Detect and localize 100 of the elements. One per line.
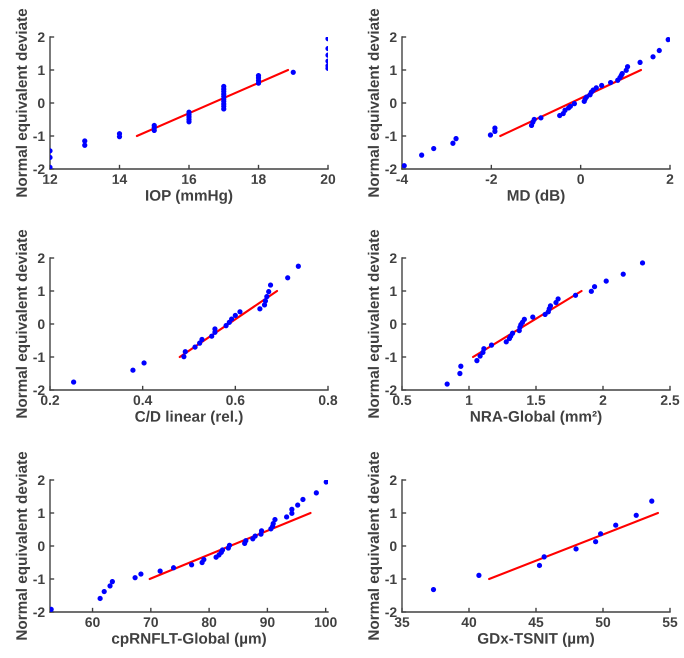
x-tick-label: 2.5 xyxy=(660,395,680,406)
point xyxy=(598,531,604,536)
point xyxy=(314,490,319,496)
y-axis-title: Normal equivalent deviate xyxy=(16,452,30,640)
y-tick-label: 1 xyxy=(390,65,397,76)
x-tick-label: 55 xyxy=(662,617,678,628)
y-tick-label: -1 xyxy=(33,352,45,362)
point xyxy=(510,330,516,336)
y-tick-label: 2 xyxy=(38,475,45,486)
point xyxy=(488,132,494,138)
point xyxy=(252,534,258,539)
point xyxy=(640,260,646,266)
point xyxy=(192,344,198,350)
point xyxy=(289,506,294,512)
point xyxy=(532,116,537,122)
point xyxy=(272,517,278,522)
point xyxy=(450,140,456,146)
x-tick-label: 12 xyxy=(43,174,58,184)
point xyxy=(182,349,188,354)
y-tick-label: 2 xyxy=(38,253,45,264)
point xyxy=(181,354,186,360)
x-tick-label: -2 xyxy=(486,174,497,184)
y-tick-label: 0 xyxy=(38,541,45,552)
x-tick-label: 100 xyxy=(314,617,337,628)
x-tick-label: 50 xyxy=(596,617,610,628)
y-tick-label: 0 xyxy=(390,541,397,552)
point xyxy=(220,547,226,553)
point xyxy=(666,37,670,42)
point xyxy=(266,289,272,294)
point xyxy=(324,480,328,485)
point xyxy=(170,565,176,570)
x-tick-label: 0 xyxy=(577,174,584,184)
x-tick-label: 45 xyxy=(528,617,544,628)
point xyxy=(110,579,115,584)
y-tick-label: -1 xyxy=(33,131,45,142)
y-axis-title: Normal equivalent deviate xyxy=(368,230,382,418)
x-tick-label: 80 xyxy=(202,617,216,628)
point xyxy=(573,546,579,552)
point xyxy=(138,571,144,577)
y-tick-label: 2 xyxy=(390,475,397,486)
point xyxy=(98,596,103,602)
point xyxy=(476,572,482,578)
y-tick-label: -2 xyxy=(385,385,397,396)
point xyxy=(107,583,113,589)
point xyxy=(419,152,424,158)
point xyxy=(593,539,598,544)
y-tick-label: 0 xyxy=(38,319,45,330)
point xyxy=(634,512,639,518)
y-axis-title: Normal equivalent deviate xyxy=(16,8,30,197)
y-axis-title: Normal equivalent deviate xyxy=(16,230,30,418)
point xyxy=(209,334,214,339)
point xyxy=(258,528,264,534)
point xyxy=(300,496,306,502)
point xyxy=(488,342,494,348)
point xyxy=(656,48,662,54)
y-tick-label: 2 xyxy=(390,253,397,264)
y-tick-label: 0 xyxy=(390,98,397,108)
x-tick-label: 70 xyxy=(144,617,158,628)
x-tick-label: 35 xyxy=(394,617,410,628)
point xyxy=(232,312,238,318)
y-tick-label: 2 xyxy=(38,32,45,42)
point xyxy=(226,542,232,548)
point xyxy=(536,562,542,568)
point xyxy=(599,82,604,88)
point xyxy=(620,272,626,277)
y-axis-title: Normal equivalent deviate xyxy=(368,8,382,197)
point xyxy=(538,115,544,120)
point xyxy=(649,498,654,504)
x-tick-label: 60 xyxy=(85,617,100,628)
y-tick-label: -1 xyxy=(385,131,397,142)
point xyxy=(199,336,205,342)
point xyxy=(295,502,300,508)
y-tick-label: -1 xyxy=(33,574,45,584)
x-tick-label: 1.5 xyxy=(527,395,546,406)
point xyxy=(285,275,290,280)
y-tick-label: -2 xyxy=(385,607,397,618)
point xyxy=(141,360,147,366)
point xyxy=(481,346,486,352)
point xyxy=(478,353,483,359)
point xyxy=(430,586,436,592)
point xyxy=(548,303,554,308)
point xyxy=(613,522,618,528)
point xyxy=(229,316,234,322)
point xyxy=(257,306,262,312)
point xyxy=(444,381,450,387)
y-tick-label: -1 xyxy=(385,574,397,584)
point xyxy=(223,323,229,328)
point xyxy=(453,136,459,142)
point xyxy=(608,80,614,86)
point xyxy=(71,379,76,385)
point xyxy=(132,575,138,580)
y-tick-label: -2 xyxy=(33,607,45,618)
point xyxy=(458,364,464,369)
y-tick-label: 0 xyxy=(38,98,45,108)
point xyxy=(572,292,578,298)
x-tick-label: 14 xyxy=(112,174,128,184)
x-axis-title: IOP (mmHg) xyxy=(146,190,232,204)
x-tick-label: -4 xyxy=(396,174,408,184)
point xyxy=(474,358,480,364)
x-axis-title: C/D linear (rel.) xyxy=(135,410,243,425)
